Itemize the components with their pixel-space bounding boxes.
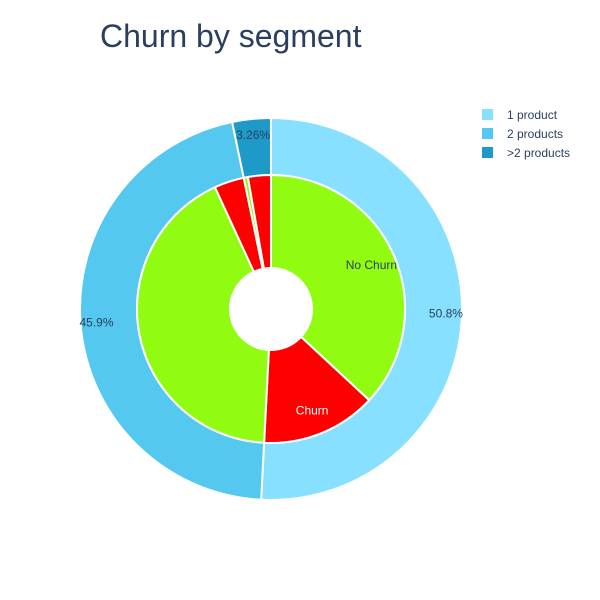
inner-slice-label-no-churn: No Churn: [346, 258, 397, 272]
legend: 1 product 2 products >2 products: [482, 105, 570, 162]
outer-value-label: 3.26%: [236, 128, 270, 142]
legend-item-2-products[interactable]: 2 products: [482, 124, 570, 143]
slice-labels: 50.8% 45.9% 3.26% No Churn Churn: [79, 128, 463, 418]
inner-slice-2-products-no-churn[interactable]: [136, 185, 270, 444]
legend-label: 1 product: [507, 107, 558, 122]
legend-label: 2 products: [507, 126, 564, 141]
legend-swatch: [482, 128, 493, 139]
outer-value-label: 50.8%: [429, 307, 463, 321]
legend-item-1-product[interactable]: 1 product: [482, 105, 570, 124]
legend-label: >2 products: [507, 145, 571, 160]
outer-value-label: 45.9%: [79, 315, 113, 329]
chart-title: Churn by segment: [100, 18, 362, 54]
legend-swatch: [482, 109, 493, 120]
inner-slice-1-product-no-churn[interactable]: [270, 173, 406, 402]
inner-slice-2-products-churn[interactable]: [246, 173, 272, 270]
inner-slice-1-product-churn[interactable]: [263, 335, 371, 444]
inner-ring: [136, 173, 406, 444]
legend-item-more-than-2-products[interactable]: >2 products: [482, 143, 570, 162]
inner-slice-label-churn: Churn: [296, 403, 329, 417]
legend-swatch: [482, 147, 493, 158]
